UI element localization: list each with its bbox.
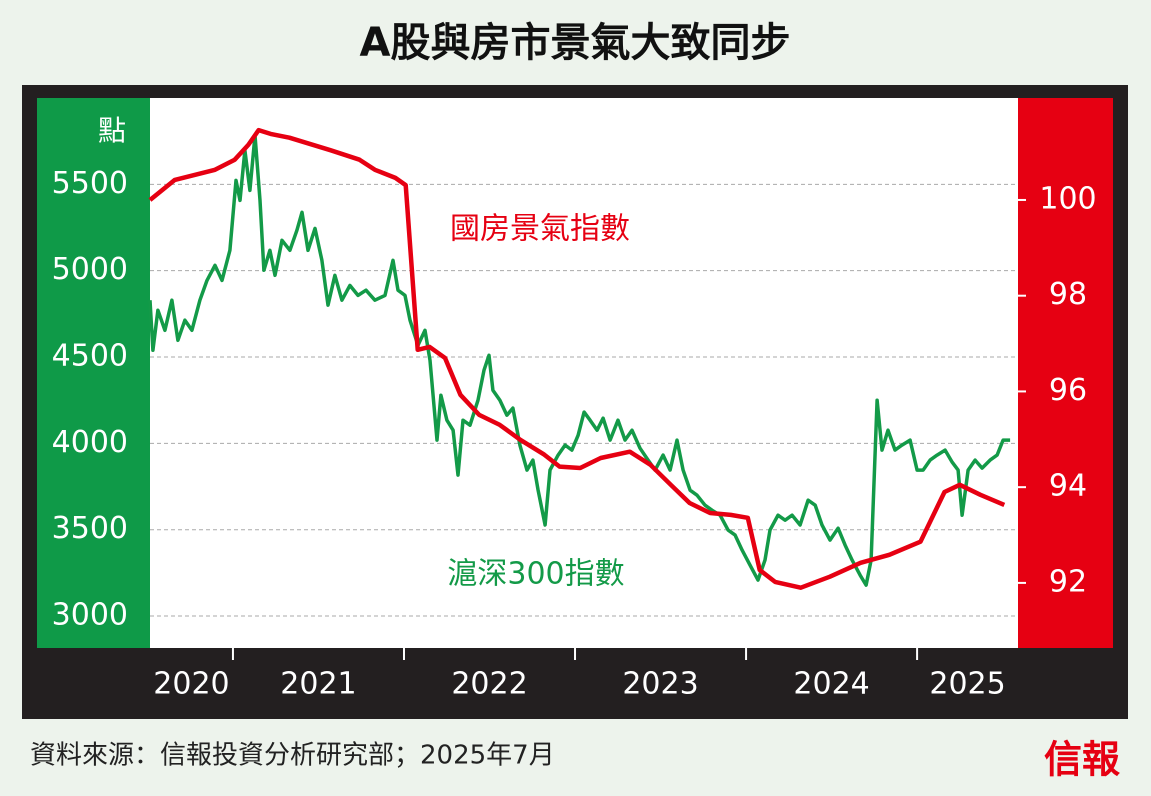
- y2-tick-label: 94: [1049, 469, 1087, 504]
- series-line: [148, 127, 1006, 590]
- source: 資料來源：信報投資分析研究部；2025年7月: [30, 741, 555, 771]
- y2-tick-label: 92: [1049, 564, 1087, 599]
- y-tick-label: 4500: [52, 339, 128, 374]
- chart-title: A股與房市景氣大致同步: [360, 20, 791, 66]
- series-label: 國房景氣指數: [450, 212, 630, 247]
- logo: 信報: [1044, 738, 1120, 782]
- x-tick-label: 2022: [451, 667, 527, 702]
- y-unit: 點: [98, 114, 126, 147]
- series-line: [148, 133, 1011, 587]
- y-tick-label: 4000: [52, 425, 128, 460]
- y2-tick-label: 98: [1049, 277, 1087, 312]
- series-label: 滬深300指數: [447, 557, 624, 592]
- left-axis-panel: [37, 98, 150, 648]
- x-tick-label: 2024: [793, 667, 869, 702]
- y-tick-label: 3500: [52, 511, 128, 546]
- right-axis-panel: [1018, 98, 1113, 648]
- plot-area: [150, 98, 1018, 648]
- y2-tick-label: 96: [1049, 373, 1087, 408]
- y-tick-label: 3000: [52, 598, 128, 633]
- y-tick-label: 5500: [52, 166, 128, 201]
- x-tick-label: 2025: [929, 667, 1005, 702]
- x-tick-label: 2021: [280, 667, 356, 702]
- y2-tick-label: 100: [1039, 181, 1096, 216]
- x-tick-label: 2023: [622, 667, 698, 702]
- y-tick-label: 5000: [52, 252, 128, 287]
- x-tick-label: 2020: [153, 667, 229, 702]
